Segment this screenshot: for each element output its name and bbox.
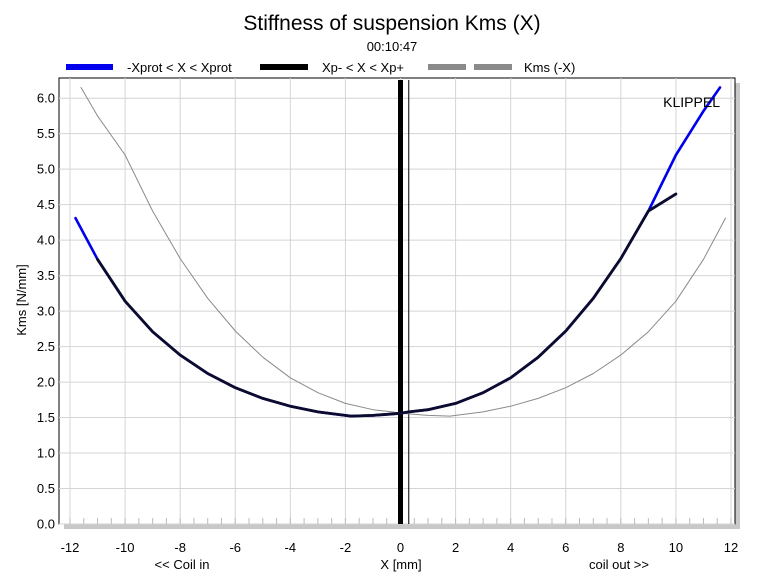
- y-tick-label: 1.5: [37, 410, 55, 425]
- y-tick-label: 0.0: [37, 517, 55, 532]
- y-axis-label: Kms [N/mm]: [14, 264, 29, 336]
- x-tick-label: 10: [669, 540, 683, 555]
- y-tick-label: 6.0: [37, 91, 55, 106]
- x-tick-label: 8: [617, 540, 624, 555]
- x-tick-label: 6: [562, 540, 569, 555]
- y-tick-label: 2.5: [37, 339, 55, 354]
- chart-title: Stiffness of suspension Kms (X): [243, 12, 540, 35]
- chart-subtitle: 00:10:47: [367, 39, 418, 54]
- legend-label-protection-range: -Xprot < X < Xprot: [127, 60, 232, 75]
- x-tick-label: 0: [397, 540, 404, 555]
- y-tick-label: 5.0: [37, 162, 55, 177]
- y-tick-label: 2.0: [37, 375, 55, 390]
- x-tick-label: -8: [174, 540, 186, 555]
- x-tick-label: -10: [116, 540, 135, 555]
- x-tick-label: 4: [507, 540, 514, 555]
- x-note-left: << Coil in: [155, 557, 210, 572]
- legend-label-peak-range: Xp- < X < Xp+: [322, 60, 404, 75]
- plot-area: [58, 77, 736, 525]
- minor-ticks: [69, 518, 732, 524]
- y-tick-label: 1.0: [37, 446, 55, 461]
- grid: [59, 78, 735, 525]
- x-tick-label: 12: [724, 540, 738, 555]
- x-note-right: coil out >>: [589, 557, 649, 572]
- legend: -Xprot < X < Xprot Xp- < X < Xp+ Kms (-X…: [66, 60, 575, 75]
- y-tick-label: 0.5: [37, 481, 55, 496]
- y-tick-label: 3.0: [37, 304, 55, 319]
- x-tick-labels: -12 -10 -8 -6 -4 -2 0 2 4 6 8 10 12: [61, 540, 739, 555]
- series-peak-range: [96, 192, 678, 418]
- x-tick-label: -2: [340, 540, 352, 555]
- y-tick-label: 3.5: [37, 268, 55, 283]
- y-tick-labels: 0.0 0.5 1.0 1.5 2.0 2.5 3.0 3.5 4.0 4.5 5.0 5.5 6.0: [37, 91, 55, 532]
- x-tick-label: -12: [61, 540, 80, 555]
- legend-label-mirrored: Kms (-X): [524, 60, 575, 75]
- x-tick-label: -6: [229, 540, 241, 555]
- vertical-markers: [398, 80, 410, 524]
- y-tick-label: 5.5: [37, 126, 55, 141]
- y-tick-label: 4.0: [37, 233, 55, 248]
- series: [74, 86, 726, 418]
- x-tick-label: -4: [285, 540, 297, 555]
- y-tick-label: 4.5: [37, 197, 55, 212]
- x-tick-label: 2: [452, 540, 459, 555]
- plot-area-shadow-right: [735, 83, 740, 529]
- watermark: KLIPPEL: [663, 94, 720, 110]
- plot-area-shadow-bottom: [64, 524, 740, 529]
- x-axis-label: X [mm]: [380, 557, 421, 572]
